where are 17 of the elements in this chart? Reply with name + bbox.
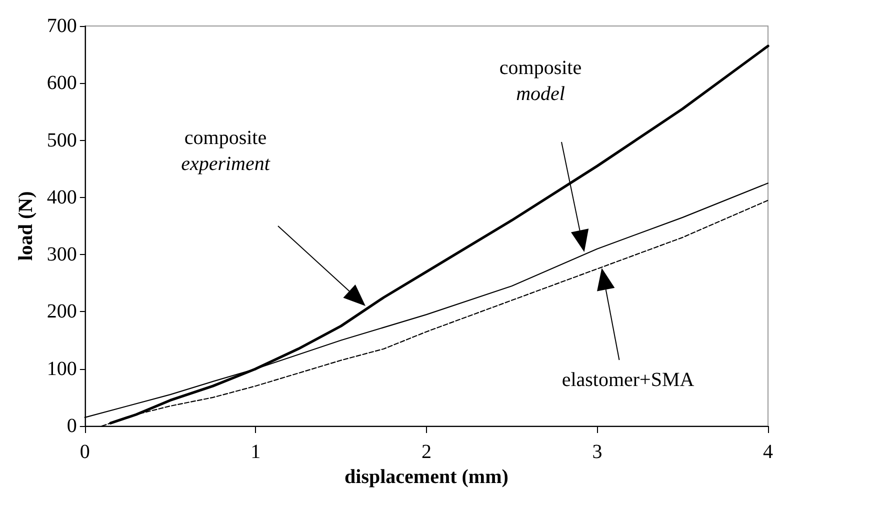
y-tick-label: 100 xyxy=(46,358,77,380)
x-tick-label: 4 xyxy=(763,441,773,463)
y-tick-label: 300 xyxy=(46,244,77,266)
annotation: composite experiment xyxy=(181,127,270,175)
y-tick-label: 700 xyxy=(46,15,77,37)
y-tick-label: 400 xyxy=(46,186,77,208)
annotation: composite model xyxy=(499,57,582,105)
x-axis-title: displacement (mm) xyxy=(344,466,508,488)
y-tick-label: 200 xyxy=(46,300,77,323)
y-tick-label: 0 xyxy=(66,415,77,437)
x-tick-label: 1 xyxy=(250,441,261,463)
annotation: elastomer+SMA xyxy=(562,369,695,391)
x-tick-label: 2 xyxy=(421,441,432,463)
y-tick-label: 500 xyxy=(46,129,77,152)
x-tick-label: 3 xyxy=(592,441,602,463)
y-axis-title: load (N) xyxy=(15,191,37,261)
y-tick-label: 600 xyxy=(46,72,77,94)
